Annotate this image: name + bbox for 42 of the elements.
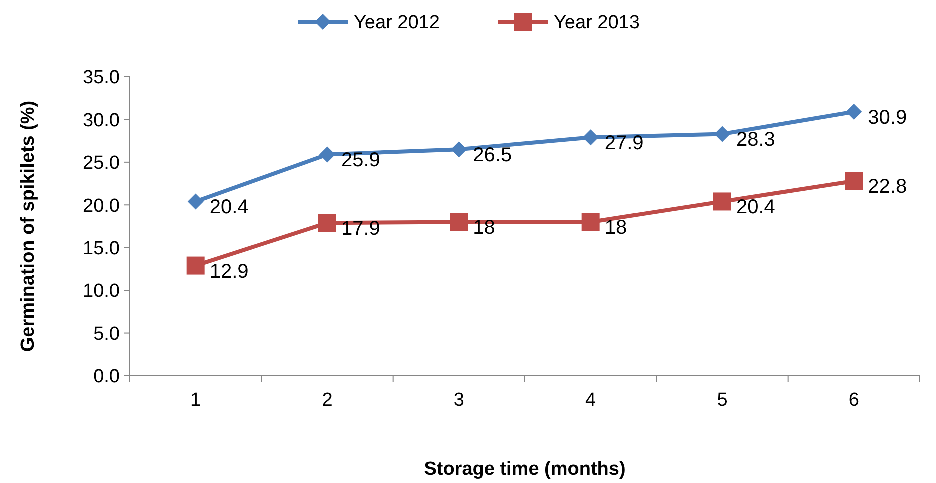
y-tick-label: 25.0 — [83, 153, 120, 174]
legend-label: Year 2012 — [354, 12, 440, 34]
x-tick-label: 5 — [717, 390, 728, 411]
point — [714, 192, 732, 211]
point — [451, 142, 468, 158]
legend-label: Year 2013 — [554, 12, 640, 34]
point — [320, 146, 336, 163]
data-label: 12.9 — [210, 260, 249, 283]
y-tick-label: 0.0 — [94, 366, 120, 388]
y-tick-label: 10.0 — [83, 281, 120, 302]
x-tick-label: 3 — [454, 390, 464, 411]
y-tick-label: 35.0 — [83, 68, 120, 89]
data-label: 20.4 — [736, 196, 776, 219]
y-axis-title: Germination of spikilets (%) — [18, 100, 39, 352]
point — [318, 214, 336, 232]
data-label: 20.4 — [210, 196, 249, 219]
point — [450, 213, 468, 232]
data-label: 30.9 — [868, 107, 908, 130]
x-tick-label: 1 — [190, 390, 202, 411]
data-label: 27.9 — [604, 132, 644, 155]
x-axis-title: Storage time (months) — [424, 459, 626, 480]
data-label: 18 — [473, 217, 496, 240]
point — [582, 130, 599, 146]
point — [582, 213, 600, 232]
point — [846, 104, 862, 120]
point — [845, 172, 864, 190]
y-tick-label: 15.0 — [83, 238, 120, 260]
data-label: 17.9 — [342, 218, 380, 240]
data-label: 26.5 — [473, 144, 512, 167]
y-tick-label: 5.0 — [94, 324, 120, 345]
x-tick-label: 6 — [848, 390, 860, 411]
data-label: 28.3 — [736, 129, 776, 152]
point — [714, 126, 730, 142]
point — [188, 194, 204, 210]
x-tick-label: 2 — [322, 390, 333, 411]
point — [186, 256, 205, 275]
x-tick-label: 4 — [586, 390, 597, 411]
data-label: 25.9 — [342, 150, 380, 172]
y-tick-label: 30.0 — [83, 110, 120, 132]
data-label: 18 — [604, 217, 628, 240]
data-label: 22.8 — [868, 176, 908, 198]
y-tick-label: 20.0 — [83, 196, 120, 217]
